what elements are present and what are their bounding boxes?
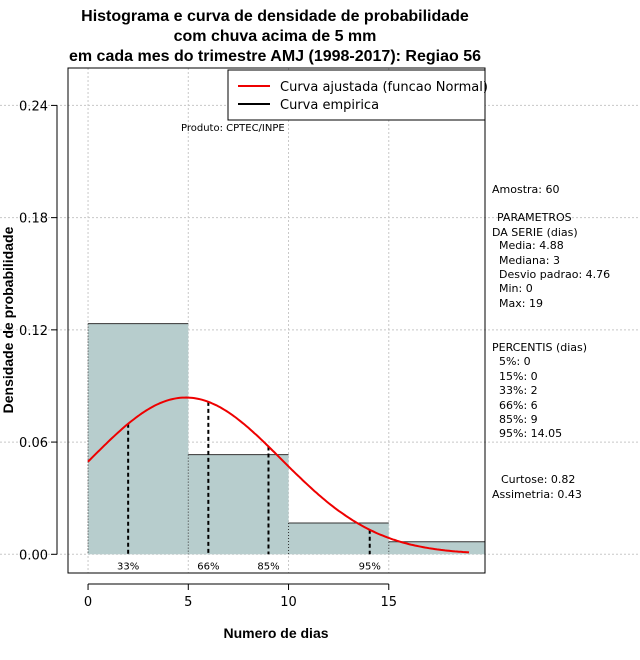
legend-box	[227, 69, 486, 121]
grid	[0, 68, 640, 573]
y-tick-label-2: 0.12	[19, 324, 48, 339]
legend: Curva ajustada (funcao Normal) Curva emp…	[227, 69, 488, 121]
stat-p66: 66%: 6	[499, 399, 538, 412]
stat-p15: 15%: 0	[499, 370, 538, 383]
histogram-bars	[87, 323, 485, 555]
bar-2	[288, 523, 389, 555]
produto-label: Produto: CPTEC/INPE	[181, 123, 285, 134]
stat-assimetria: Assimetria: 0.43	[492, 488, 582, 501]
percentile-label-2: 85%	[257, 561, 279, 572]
x-tick-label-1: 5	[184, 595, 192, 610]
stat-p5: 5%: 0	[499, 355, 531, 368]
x-tick-label-2: 10	[280, 595, 297, 610]
axes: 0 5 10 15 0.00 0.06 0.12 0.18 0.24	[19, 99, 397, 610]
bar-3	[388, 541, 485, 555]
chart-title-line-1: Histograma e curva de densidade de proba…	[81, 8, 469, 25]
stat-p85: 85%: 9	[499, 413, 538, 426]
y-tick-label-4: 0.24	[19, 99, 48, 114]
x-tick-label-3: 15	[380, 595, 397, 610]
fitted-curve-group	[87, 396, 470, 554]
x-axis-title: Numero de dias	[223, 625, 328, 641]
bar-0	[88, 323, 189, 555]
x-tick-label-0: 0	[84, 595, 92, 610]
percentile-label-0: 33%	[117, 561, 139, 572]
legend-empirical-label: Curva empirica	[280, 98, 379, 113]
stat-media: Media: 4.88	[499, 239, 564, 252]
stat-max: Max: 19	[499, 297, 543, 310]
chart-title-line-2: com chuva acima de 5 mm	[174, 28, 377, 45]
stats-panel: Amostra: 60 PARAMETROS DA SERIE (dias) M…	[492, 183, 610, 501]
bar-1	[188, 454, 289, 555]
stat-curtose: Curtose: 0.82	[501, 473, 575, 486]
y-tick-label-0: 0.00	[19, 548, 48, 563]
percentile-label-3: 95%	[359, 561, 381, 572]
stat-mediana: Mediana: 3	[499, 254, 560, 267]
stat-amostra: Amostra: 60	[492, 183, 559, 196]
stat-desvio: Desvio padrao: 4.76	[499, 268, 610, 281]
plot-frame	[67, 67, 486, 574]
stat-parametros-title-1: PARAMETROS	[497, 211, 572, 224]
y-tick-label-3: 0.18	[19, 212, 48, 227]
y-axis-title: Densidade de probabilidade	[0, 226, 16, 413]
stat-p33: 33%: 2	[499, 384, 538, 397]
stat-p95: 95%: 14.05	[499, 427, 562, 440]
legend-fitted-label: Curva ajustada (funcao Normal)	[280, 80, 488, 95]
stat-parametros-title-2: DA SERIE (dias)	[492, 226, 578, 239]
percentile-label-1: 66%	[197, 561, 219, 572]
chart-title-line-3: em cada mes do trimestre AMJ (1998-2017)…	[69, 48, 481, 65]
stat-min: Min: 0	[499, 282, 533, 295]
y-tick-label-1: 0.06	[19, 436, 48, 451]
fitted-normal-curve	[87, 396, 470, 554]
stat-percentis-title: PERCENTIS (dias)	[492, 341, 587, 354]
percentile-lines: 33% 66% 85% 95%	[117, 401, 381, 572]
